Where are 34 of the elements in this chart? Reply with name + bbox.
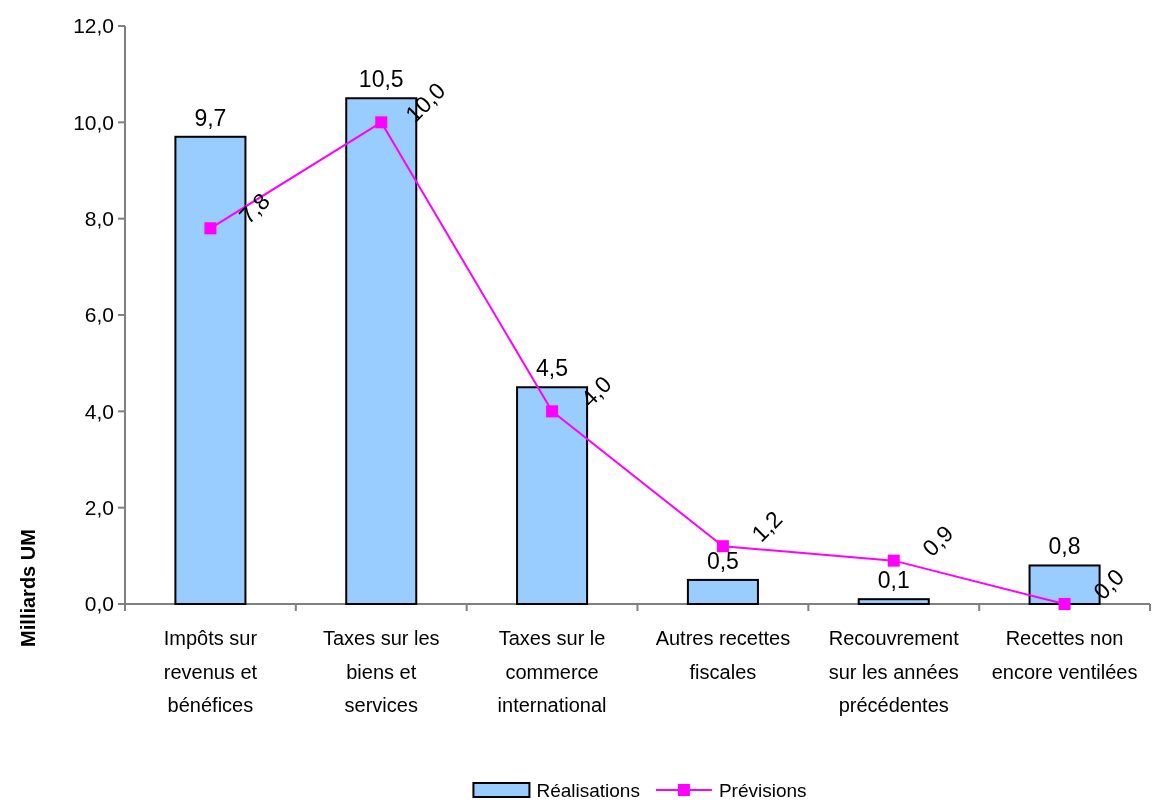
bar: [686, 578, 759, 605]
data-label: 0,5: [706, 547, 739, 574]
point: [204, 222, 217, 235]
legend-label: Prévisions: [718, 779, 807, 801]
point: [716, 540, 729, 553]
point: [375, 116, 388, 129]
data-label: 7,8: [233, 187, 275, 229]
point: [546, 405, 559, 418]
y-axis-title: Milliards UM: [17, 529, 39, 647]
y-tick-label: 4,0: [84, 399, 114, 423]
point: [1058, 598, 1071, 610]
x-tick-label: Recettes non encore ventilées: [991, 627, 1138, 683]
y-tick-label: 12,0: [73, 14, 114, 38]
data-label: 0,9: [917, 520, 959, 562]
data-label: 0,1: [877, 567, 910, 594]
y-tick-label: 10,0: [73, 110, 114, 134]
x-tick-label: Taxes sur les biens et services: [322, 627, 440, 716]
y-tick-label: 0,0: [84, 592, 114, 616]
x-tick-label: Impôts sur revenus et bénéfices: [163, 627, 258, 716]
y-tick-label: 6,0: [84, 303, 114, 327]
data-label: 0,0: [1088, 563, 1130, 605]
x-tick-label: Recouvrement sur les années précédentes: [828, 627, 960, 716]
point: [887, 554, 900, 567]
data-label: 1,2: [746, 505, 788, 547]
bar: [857, 598, 930, 605]
legend-label: Réalisations: [536, 779, 640, 801]
data-label: 0,8: [1048, 533, 1081, 560]
data-label: 4,5: [536, 355, 569, 382]
y-tick-label: 2,0: [84, 496, 114, 520]
data-label: 10,5: [358, 66, 404, 93]
x-tick-label: Autres recettes fiscales: [655, 627, 791, 683]
y-tick-label: 8,0: [84, 207, 114, 231]
x-tick-label: Taxes sur le commerce international: [497, 627, 607, 716]
data-label: 9,7: [194, 104, 227, 131]
